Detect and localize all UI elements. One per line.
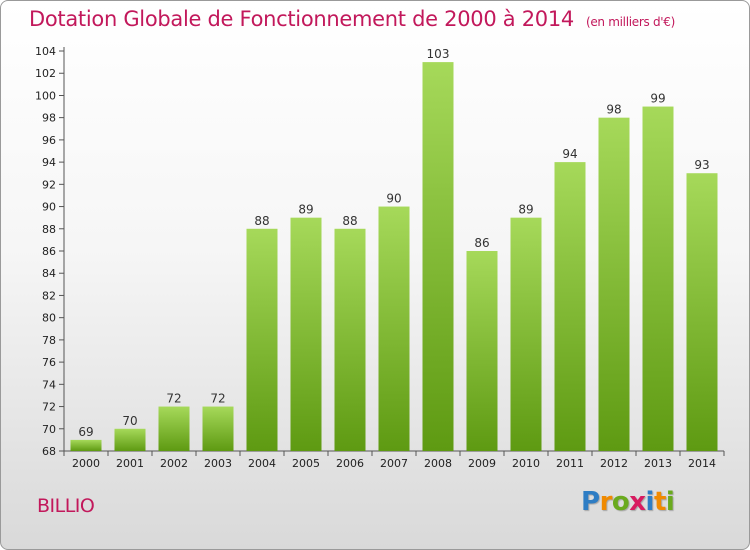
x-tick-label: 2009 [468,457,496,470]
y-tick-label: 104 [35,45,56,58]
bar-2005 [290,217,322,451]
bar-2012 [598,117,630,452]
x-tick-label: 2012 [600,457,628,470]
y-tick-label: 72 [42,401,56,414]
bar-2004 [246,228,278,451]
y-tick-label: 82 [42,289,56,302]
y-tick-label: 80 [42,312,56,325]
x-tick-label: 2007 [380,457,408,470]
bar-2003 [202,406,234,451]
bar-2002 [158,406,190,451]
y-tick-label: 88 [42,223,56,236]
y-tick-label: 74 [42,378,56,391]
logo-letter: i [665,487,675,517]
proxiti-logo[interactable]: Proxiti [581,487,675,517]
value-label-2005: 89 [298,203,313,217]
value-label-2009: 86 [474,236,489,250]
logo-letter: x [629,487,646,517]
bar-2011 [554,162,586,451]
value-label-2010: 89 [518,203,533,217]
x-tick-label: 2010 [512,457,540,470]
value-label-2002: 72 [166,392,181,406]
logo-letter: t [653,487,666,517]
y-tick-label: 102 [35,67,56,80]
bar-2008 [422,62,454,451]
x-tick-label: 2008 [424,457,452,470]
value-label-2007: 90 [386,192,401,206]
x-tick-label: 2002 [160,457,188,470]
y-axis: 68 70 72 74 76 78 80 82 84 86 88 90 92 94 96 98 100 102 10… [35,45,65,458]
bar-2010 [510,217,542,451]
x-tick-label: 2011 [556,457,584,470]
bar-2000 [70,439,102,451]
x-tick-label: 2004 [248,457,276,470]
y-tick-label: 78 [42,334,56,347]
value-label-2004: 88 [254,214,269,228]
y-tick-label: 68 [42,445,56,458]
logo-letter: P [581,487,600,517]
x-tick-label: 2013 [644,457,672,470]
x-tick-label: 2014 [688,457,716,470]
value-label-2006: 88 [342,214,357,228]
x-tick-label: 2006 [336,457,364,470]
x-tick-label: 2001 [116,457,144,470]
value-label-2012: 98 [606,103,621,117]
value-label-2013: 99 [650,92,665,106]
bar-2013 [642,106,674,452]
y-tick-label: 96 [42,134,56,147]
x-tick-label: 2003 [204,457,232,470]
logo-letter: r [599,487,613,517]
bar-2009 [466,251,498,451]
x-tick-label: 2000 [72,457,100,470]
bar-2007 [378,206,410,451]
x-tick-label: 2005 [292,457,320,470]
y-tick-label: 94 [42,156,56,169]
value-label-2011: 94 [562,147,577,161]
bars [70,62,718,452]
logo-letter: o [611,487,630,517]
logo-letter: i [645,487,655,517]
y-tick-label: 86 [42,245,56,258]
y-tick-label: 76 [42,356,56,369]
y-tick-label: 92 [42,178,56,191]
chart-title: Dotation Globale de Fonctionnement de 20… [29,7,675,31]
commune-name: BILLIO [37,495,95,517]
chart-title-text: Dotation Globale de Fonctionnement de 20… [29,7,574,31]
y-tick-label: 70 [42,423,56,436]
chart-unit: (en milliers d'€) [585,15,675,29]
value-labels: 69 70 72 72 88 89 88 90 103 86 89 94 98 99 93 [78,47,709,439]
y-tick-label: 84 [42,267,56,280]
value-label-2008: 103 [427,47,450,61]
bar-2001 [114,428,146,451]
value-label-2000: 69 [78,425,93,439]
y-tick-label: 100 [35,89,56,102]
value-label-2003: 72 [210,392,225,406]
bar-2014 [686,173,718,451]
bar-2006 [334,228,366,451]
y-tick-label: 90 [42,201,56,214]
value-label-2001: 70 [122,414,137,428]
value-label-2014: 93 [694,158,709,172]
x-axis: 2000 2001 2002 2003 2004 2005 2006 2007 2008 2009… [63,450,725,470]
y-tick-label: 98 [42,112,56,125]
